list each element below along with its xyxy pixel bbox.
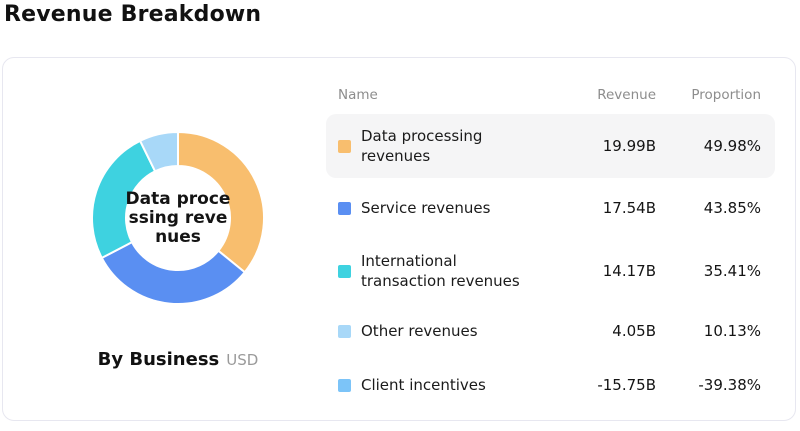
revenue-value: -15.75B bbox=[597, 376, 656, 394]
donut-chart-svg bbox=[91, 131, 265, 305]
proportion-value: 49.98% bbox=[703, 137, 761, 155]
revenue-value: 4.05B bbox=[612, 322, 656, 340]
revenue-value: 17.54B bbox=[602, 199, 656, 217]
table-row[interactable]: Other revenues 4.05B 10.13% bbox=[326, 304, 775, 358]
proportion-value: 43.85% bbox=[703, 199, 761, 217]
table-row[interactable]: International transaction revenues 14.17… bbox=[326, 238, 775, 304]
series-name: Service revenues bbox=[361, 199, 491, 217]
donut-segment[interactable] bbox=[91, 139, 157, 259]
series-color-swatch bbox=[338, 324, 351, 338]
page-title: Revenue Breakdown bbox=[4, 2, 262, 27]
series-name: Client incentives bbox=[361, 376, 486, 394]
table-row[interactable]: Client incentives -15.75B -39.38% bbox=[326, 358, 775, 412]
donut-segment[interactable] bbox=[139, 131, 179, 173]
series-name: Other revenues bbox=[361, 322, 478, 340]
table-body: Data processing revenues 19.99B 49.98% S… bbox=[326, 114, 775, 412]
series-color-swatch bbox=[338, 264, 351, 278]
table-header-row: Name Revenue Proportion bbox=[326, 84, 775, 106]
revenue-table: Name Revenue Proportion Data processing … bbox=[326, 84, 775, 412]
series-color-swatch bbox=[338, 139, 351, 153]
series-name: Data processing revenues bbox=[361, 127, 483, 165]
proportion-value: 35.41% bbox=[703, 262, 761, 280]
chart-caption: By Business USD bbox=[3, 349, 353, 370]
donut-segment[interactable] bbox=[100, 241, 246, 305]
column-header-revenue: Revenue bbox=[597, 87, 656, 103]
series-color-swatch bbox=[338, 378, 351, 392]
table-row[interactable]: Data processing revenues 19.99B 49.98% bbox=[326, 114, 775, 178]
proportion-value: -39.38% bbox=[698, 376, 761, 394]
donut-segment[interactable] bbox=[177, 131, 265, 274]
series-color-swatch bbox=[338, 201, 351, 215]
table-row[interactable]: Service revenues 17.54B 43.85% bbox=[326, 178, 775, 238]
donut-chart: Data proce ssing reve nues bbox=[88, 128, 268, 308]
proportion-value: 10.13% bbox=[703, 322, 761, 340]
chart-caption-label: By Business bbox=[97, 349, 220, 370]
revenue-value: 14.17B bbox=[602, 262, 656, 280]
column-header-name: Name bbox=[338, 87, 378, 103]
revenue-value: 19.99B bbox=[602, 137, 656, 155]
series-name: International transaction revenues bbox=[361, 252, 520, 290]
column-header-proportion: Proportion bbox=[691, 87, 761, 103]
chart-caption-unit: USD bbox=[226, 351, 259, 369]
revenue-breakdown-card: Data proce ssing reve nues By Business US… bbox=[2, 57, 796, 421]
